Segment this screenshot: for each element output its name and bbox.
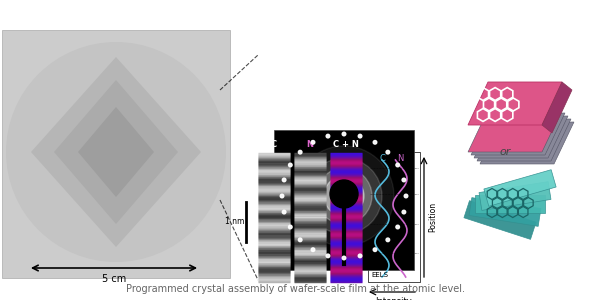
Polygon shape bbox=[468, 82, 562, 125]
Circle shape bbox=[324, 176, 364, 216]
Bar bbox=[2, 30, 230, 278]
Polygon shape bbox=[474, 116, 568, 158]
Polygon shape bbox=[78, 107, 154, 197]
Circle shape bbox=[336, 188, 352, 204]
Circle shape bbox=[294, 146, 394, 246]
Text: 1 nm: 1 nm bbox=[224, 218, 244, 226]
Polygon shape bbox=[468, 110, 562, 152]
Circle shape bbox=[311, 248, 315, 251]
Circle shape bbox=[280, 194, 284, 198]
Circle shape bbox=[326, 254, 330, 258]
Circle shape bbox=[358, 254, 362, 258]
Circle shape bbox=[330, 180, 358, 208]
Polygon shape bbox=[542, 82, 572, 133]
Polygon shape bbox=[469, 198, 541, 226]
Circle shape bbox=[342, 132, 346, 136]
Bar bbox=[368, 152, 420, 282]
Circle shape bbox=[311, 140, 315, 144]
Circle shape bbox=[373, 248, 377, 251]
Text: Intensity: Intensity bbox=[376, 297, 412, 300]
Circle shape bbox=[358, 134, 362, 138]
Circle shape bbox=[6, 42, 226, 262]
Text: Position: Position bbox=[428, 202, 437, 232]
Text: or: or bbox=[499, 147, 511, 157]
Polygon shape bbox=[471, 113, 565, 155]
Circle shape bbox=[396, 225, 400, 229]
Circle shape bbox=[386, 238, 389, 242]
Circle shape bbox=[316, 168, 372, 224]
Text: C: C bbox=[379, 154, 385, 163]
Circle shape bbox=[373, 140, 377, 144]
Circle shape bbox=[326, 134, 330, 138]
Text: N: N bbox=[307, 140, 314, 149]
Polygon shape bbox=[477, 119, 571, 161]
Circle shape bbox=[283, 210, 286, 214]
Text: C: C bbox=[271, 140, 277, 149]
Text: N: N bbox=[397, 154, 403, 163]
Circle shape bbox=[289, 225, 292, 229]
Polygon shape bbox=[54, 80, 178, 224]
Circle shape bbox=[396, 163, 400, 167]
Circle shape bbox=[402, 210, 406, 214]
Circle shape bbox=[306, 158, 382, 234]
Text: Programmed crystal assembly of wafer-scale film at the atomic level.: Programmed crystal assembly of wafer-sca… bbox=[125, 284, 464, 294]
Text: 5 cm: 5 cm bbox=[102, 274, 126, 284]
Polygon shape bbox=[479, 182, 551, 210]
Polygon shape bbox=[464, 201, 536, 239]
Circle shape bbox=[298, 238, 302, 242]
Circle shape bbox=[386, 150, 389, 154]
Circle shape bbox=[331, 183, 357, 209]
Circle shape bbox=[298, 150, 302, 154]
Polygon shape bbox=[475, 195, 545, 213]
Polygon shape bbox=[31, 57, 201, 247]
Text: EELS: EELS bbox=[371, 272, 388, 278]
Bar bbox=[274, 130, 414, 270]
Circle shape bbox=[289, 163, 292, 167]
Circle shape bbox=[404, 194, 408, 198]
Circle shape bbox=[402, 178, 406, 182]
Circle shape bbox=[283, 178, 286, 182]
Text: C + N: C + N bbox=[333, 140, 359, 149]
Polygon shape bbox=[484, 170, 556, 206]
Circle shape bbox=[342, 256, 346, 260]
Circle shape bbox=[340, 192, 348, 200]
Polygon shape bbox=[480, 122, 574, 164]
